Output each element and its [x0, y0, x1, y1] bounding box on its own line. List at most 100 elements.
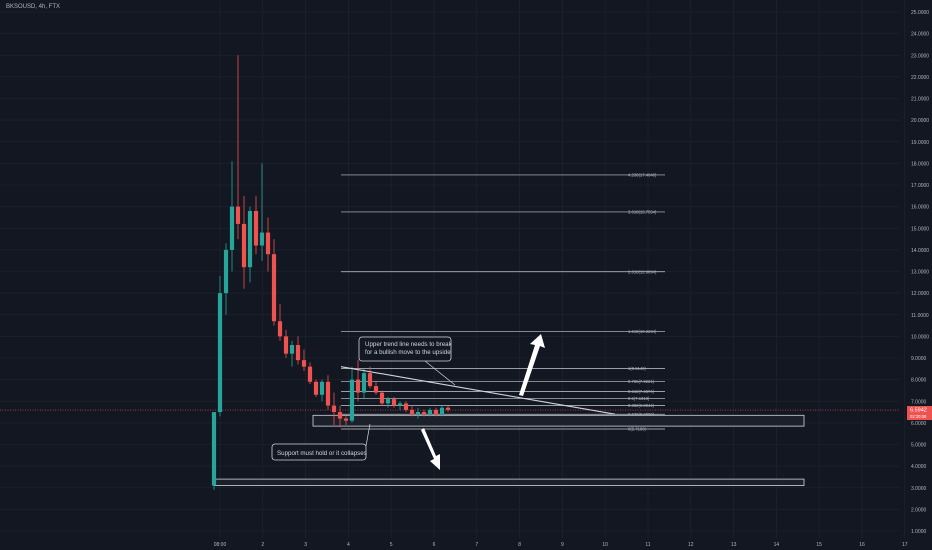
candle — [265, 217, 271, 272]
candle — [415, 407, 421, 419]
candle-body — [319, 381, 325, 395]
candle — [259, 163, 265, 261]
candle-body — [397, 403, 403, 406]
candle-body — [313, 381, 319, 395]
candle — [427, 407, 433, 417]
candle — [343, 416, 349, 426]
y-axis-tick-label: 23.0000 — [911, 53, 929, 59]
candle — [295, 336, 301, 365]
y-axis-tick-label: 5.0000 — [911, 443, 927, 449]
fib-level-label: 0.618(7.4574) — [628, 389, 655, 394]
y-axis-tick-label: 19.0000 — [911, 140, 929, 146]
fib-level-label: 1(8.5140) — [628, 366, 647, 371]
support-zone-lower — [213, 478, 805, 486]
candle — [277, 303, 283, 341]
price-badge-countdown: 02:20:00 — [910, 414, 927, 419]
y-axis-tick-label: 13.0000 — [911, 270, 929, 276]
x-axis-tick-label: 15 — [816, 542, 822, 548]
candle — [361, 368, 367, 400]
fib-level-label: 3.618(15.7554) — [628, 210, 657, 215]
x-axis-tick-label: 08:00 — [214, 542, 227, 548]
candle-body — [409, 409, 415, 415]
candle-body — [391, 399, 397, 406]
candle — [289, 340, 295, 367]
candle — [313, 379, 319, 397]
fib-level-label: 2.618(12.9894) — [628, 269, 657, 274]
x-axis-tick-label: 4 — [347, 542, 350, 548]
price-badge-box — [907, 406, 932, 421]
candle — [355, 360, 361, 402]
candle — [217, 275, 223, 417]
candle — [271, 239, 277, 326]
x-axis-tick-label: 8 — [518, 542, 521, 548]
x-axis-tick-label: 11 — [645, 542, 650, 548]
y-axis-tick-label: 4.0000 — [911, 464, 927, 470]
candle-body — [235, 206, 241, 224]
candle-body — [427, 409, 433, 415]
candle-body — [331, 405, 337, 413]
candle-body — [373, 386, 379, 393]
fib-level-label: 0.786(7.9221) — [628, 379, 655, 384]
candle — [247, 206, 253, 283]
y-axis-tick-label: 25.0000 — [911, 10, 929, 16]
chart-title: BKSOUSD, 4h, FTX — [6, 4, 61, 10]
candle-body — [337, 412, 343, 419]
candle-body — [259, 232, 265, 246]
candle — [307, 362, 313, 384]
candle — [379, 390, 385, 406]
candle-body — [241, 223, 247, 268]
candle-body — [217, 293, 223, 413]
fib-level-label: 1.618(10.2234) — [628, 329, 657, 334]
candle-body — [211, 412, 217, 486]
fib-level-label: 0.382(6.8044) — [628, 403, 655, 408]
x-axis-tick-label: 2 — [261, 542, 264, 548]
y-axis-tick-label: 24.0000 — [911, 32, 929, 38]
candle-body — [265, 232, 271, 255]
x-axis-tick-label: 10 — [602, 542, 608, 548]
y-axis-tick-label: 18.0000 — [911, 161, 929, 167]
price-badge-value: 6.5942 — [910, 408, 927, 414]
candle-body — [295, 345, 301, 361]
x-axis-tick-label: 5 — [390, 542, 393, 548]
candle-body — [385, 399, 391, 404]
candle-body — [325, 381, 331, 406]
candle-body — [349, 379, 355, 421]
upper-note-box — [358, 336, 452, 362]
candle-body — [271, 254, 277, 322]
candle — [331, 392, 337, 426]
candle — [403, 401, 409, 413]
candle — [421, 409, 427, 417]
candle — [241, 195, 247, 289]
candle — [445, 405, 451, 413]
candle-body — [283, 336, 289, 354]
y-axis-tick-label: 12.0000 — [911, 291, 929, 297]
x-axis-tick-label: 12 — [688, 542, 694, 548]
candle — [223, 243, 229, 315]
upper-trend-line — [340, 366, 616, 415]
lower-note-text: Support must hold or it collapses — [277, 450, 367, 457]
y-axis-tick-label: 9.0000 — [911, 356, 927, 362]
x-axis-tick-label: 6 — [433, 542, 436, 548]
lower-note-box — [271, 443, 367, 461]
y-axis-tick-label: 17.0000 — [911, 183, 929, 189]
candle-body — [361, 373, 367, 393]
lower-note-pointer — [365, 423, 371, 447]
fib-level-label: 0(5.7180) — [628, 427, 647, 432]
candle-body — [307, 366, 313, 382]
y-axis-tick-label: 16.0000 — [911, 205, 929, 211]
upper-note-text: for a bullish move to the upside — [365, 349, 451, 356]
fib-level-label: 0.5(7.1310) — [628, 396, 650, 401]
candle — [283, 329, 289, 358]
x-axis-tick-label: 17 — [902, 542, 908, 548]
y-axis-tick-label: 15.0000 — [911, 226, 929, 232]
y-axis-tick-label: 20.0000 — [911, 118, 929, 124]
candle-body — [403, 403, 409, 410]
candle-body — [301, 360, 307, 367]
y-axis-tick-label: 1.0000 — [911, 529, 927, 535]
candle — [367, 366, 373, 389]
x-axis-tick-label: 13 — [731, 542, 737, 548]
candle-body — [445, 407, 451, 410]
candle — [397, 401, 403, 410]
fib-level-label: 4.236(17.4648) — [628, 173, 657, 178]
